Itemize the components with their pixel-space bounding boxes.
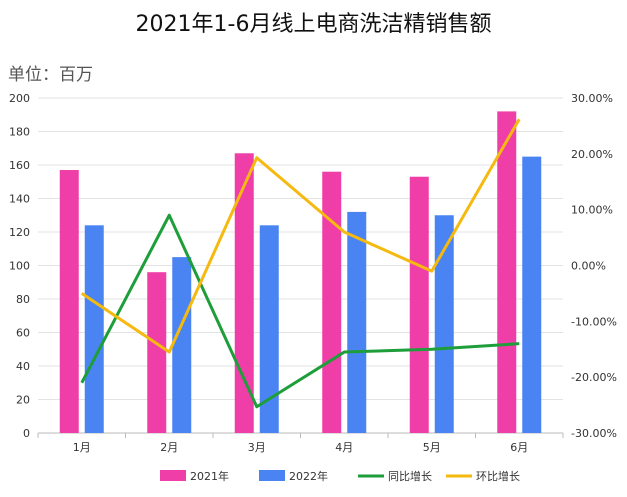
y-right-tick-label: 10.00% bbox=[571, 204, 613, 217]
bar bbox=[59, 170, 79, 433]
y-left-tick-label: 180 bbox=[9, 126, 30, 139]
bar bbox=[259, 225, 279, 433]
bar bbox=[434, 215, 454, 433]
y-left-tick-label: 60 bbox=[16, 327, 30, 340]
legend-label: 2021年 bbox=[190, 469, 229, 483]
bar bbox=[497, 111, 517, 434]
y-left-tick-label: 140 bbox=[9, 193, 30, 206]
legend-label: 同比增长 bbox=[388, 469, 432, 483]
bar bbox=[409, 176, 429, 433]
legend-swatch bbox=[259, 470, 285, 481]
y-left-tick-label: 40 bbox=[16, 360, 30, 373]
y-right-tick-label: -20.00% bbox=[571, 371, 617, 384]
y-right-tick-label: 0.00% bbox=[571, 260, 606, 273]
y-left-tick-label: 80 bbox=[16, 293, 30, 306]
legend-swatch bbox=[160, 470, 186, 481]
chart-title: 2021年1-6月线上电商洗洁精销售额 bbox=[135, 12, 492, 37]
x-tick-label: 2月 bbox=[160, 441, 178, 454]
y-left-tick-label: 0 bbox=[23, 427, 30, 440]
x-tick-label: 3月 bbox=[248, 441, 266, 454]
bar bbox=[322, 171, 342, 433]
x-tick-label: 6月 bbox=[510, 441, 528, 454]
bar bbox=[347, 211, 367, 433]
y-left-tick-label: 100 bbox=[9, 260, 30, 273]
series-line bbox=[80, 213, 520, 409]
series-line bbox=[80, 118, 521, 354]
bar bbox=[147, 272, 167, 433]
bar bbox=[234, 153, 254, 433]
x-tick-label: 1月 bbox=[73, 441, 91, 454]
x-tick-label: 5月 bbox=[423, 441, 441, 454]
y-left-tick-label: 120 bbox=[9, 226, 30, 239]
bar bbox=[172, 257, 192, 433]
legend-label: 环比增长 bbox=[476, 469, 520, 483]
y-left-tick-label: 160 bbox=[9, 159, 30, 172]
y-right-tick-label: -30.00% bbox=[571, 427, 617, 440]
y-right-tick-label: 20.00% bbox=[571, 148, 613, 161]
y-right-tick-label: -10.00% bbox=[571, 315, 617, 328]
y-right-tick-label: 30.00% bbox=[571, 92, 613, 105]
bar bbox=[84, 225, 104, 433]
x-tick-label: 4月 bbox=[335, 441, 353, 454]
legend-label: 2022年 bbox=[289, 469, 328, 483]
y-left-tick-label: 20 bbox=[16, 394, 30, 407]
y-left-tick-label: 200 bbox=[9, 92, 30, 105]
bar bbox=[522, 156, 542, 433]
unit-label: 单位：百万 bbox=[8, 65, 93, 85]
